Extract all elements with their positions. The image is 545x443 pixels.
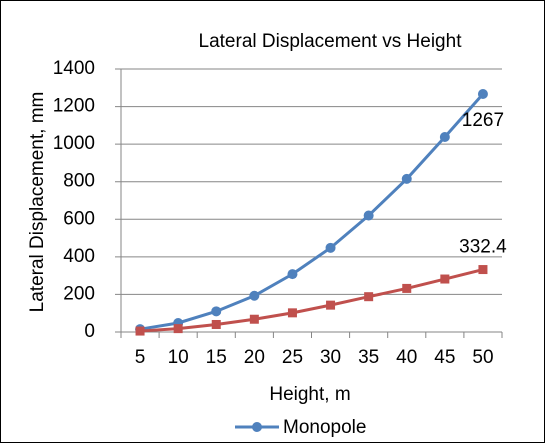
data-point bbox=[287, 308, 297, 318]
x-tick-label: 40 bbox=[396, 347, 417, 368]
data-point bbox=[439, 132, 450, 143]
data-point bbox=[211, 319, 221, 329]
x-tick-label: 50 bbox=[472, 347, 493, 368]
data-point bbox=[440, 274, 450, 284]
x-tick-label: 30 bbox=[320, 347, 341, 368]
data-point bbox=[249, 290, 260, 301]
series-line bbox=[139, 268, 484, 333]
y-tick-label: 800 bbox=[63, 171, 95, 192]
x-tick-label: 15 bbox=[206, 347, 227, 368]
y-tick-label: 1200 bbox=[53, 96, 95, 117]
y-axis-title: Lateral Displacement, mm bbox=[27, 92, 48, 313]
y-tick-label: 1400 bbox=[53, 58, 95, 79]
x-tick-label: 25 bbox=[282, 347, 303, 368]
data-point bbox=[249, 314, 259, 324]
legend-marker bbox=[252, 422, 262, 432]
y-tick-label: 600 bbox=[63, 208, 95, 229]
x-tick-label: 45 bbox=[434, 347, 455, 368]
data-point bbox=[211, 306, 222, 317]
y-tick-label: 1000 bbox=[53, 133, 95, 154]
data-point bbox=[173, 324, 183, 334]
data-point bbox=[477, 88, 488, 99]
data-label: 332.4 bbox=[459, 237, 507, 258]
x-tick-label: 5 bbox=[135, 347, 146, 368]
data-point bbox=[363, 210, 374, 221]
data-point bbox=[401, 173, 412, 184]
data-point bbox=[402, 283, 412, 293]
chart-title: Lateral Displacement vs Height bbox=[199, 31, 463, 52]
data-point bbox=[326, 300, 336, 310]
y-tick-label: 0 bbox=[84, 321, 95, 342]
y-tick-label: 200 bbox=[63, 283, 95, 304]
data-point bbox=[287, 269, 298, 280]
x-tick-label: 20 bbox=[244, 347, 265, 368]
y-tick-label: 400 bbox=[63, 246, 95, 267]
x-tick-label: 10 bbox=[168, 347, 189, 368]
x-axis-title: Height, m bbox=[269, 384, 350, 405]
series-line bbox=[139, 92, 485, 331]
legend-label: Monopole bbox=[283, 417, 366, 438]
data-label: 1267 bbox=[462, 110, 504, 131]
data-point bbox=[135, 326, 145, 336]
data-point bbox=[364, 292, 374, 302]
data-point bbox=[325, 242, 336, 253]
x-tick-label: 35 bbox=[358, 347, 379, 368]
data-point bbox=[478, 265, 488, 275]
